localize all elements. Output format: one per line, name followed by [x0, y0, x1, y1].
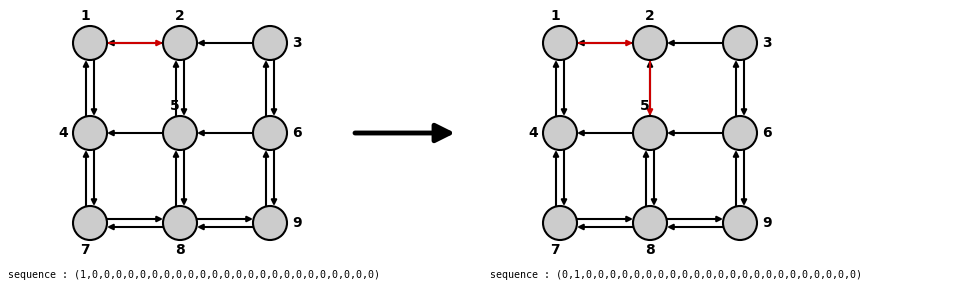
Text: 2: 2: [645, 9, 655, 23]
Text: 4: 4: [528, 126, 538, 140]
Text: sequence : (0,1,0,0,0,0,0,0,0,0,0,0,0,0,0,0,0,0,0,0,0,0,0,0,0): sequence : (0,1,0,0,0,0,0,0,0,0,0,0,0,0,…: [490, 270, 862, 280]
Text: 9: 9: [292, 216, 302, 230]
Text: 4: 4: [59, 126, 68, 140]
Circle shape: [73, 116, 107, 150]
Text: 8: 8: [175, 243, 184, 257]
Circle shape: [723, 26, 757, 60]
Circle shape: [163, 116, 197, 150]
Text: 5: 5: [640, 99, 650, 113]
Circle shape: [633, 26, 667, 60]
Circle shape: [543, 116, 577, 150]
Text: 6: 6: [292, 126, 302, 140]
Circle shape: [543, 26, 577, 60]
Circle shape: [163, 206, 197, 240]
Circle shape: [163, 26, 197, 60]
Circle shape: [73, 26, 107, 60]
Circle shape: [723, 206, 757, 240]
Circle shape: [723, 116, 757, 150]
Text: sequence : (1,0,0,0,0,0,0,0,0,0,0,0,0,0,0,0,0,0,0,0,0,0,0,0,0): sequence : (1,0,0,0,0,0,0,0,0,0,0,0,0,0,…: [8, 270, 380, 280]
Circle shape: [253, 206, 287, 240]
Text: 6: 6: [762, 126, 772, 140]
Circle shape: [633, 116, 667, 150]
Text: 1: 1: [550, 9, 560, 23]
Circle shape: [253, 26, 287, 60]
Text: 1: 1: [80, 9, 90, 23]
Text: 8: 8: [645, 243, 655, 257]
Text: 3: 3: [292, 36, 302, 50]
Circle shape: [633, 206, 667, 240]
Text: 9: 9: [762, 216, 772, 230]
Text: 3: 3: [762, 36, 772, 50]
Text: 7: 7: [80, 243, 90, 257]
Circle shape: [543, 206, 577, 240]
Text: 7: 7: [550, 243, 560, 257]
Text: 2: 2: [175, 9, 184, 23]
Text: 5: 5: [170, 99, 180, 113]
Circle shape: [73, 206, 107, 240]
Circle shape: [253, 116, 287, 150]
